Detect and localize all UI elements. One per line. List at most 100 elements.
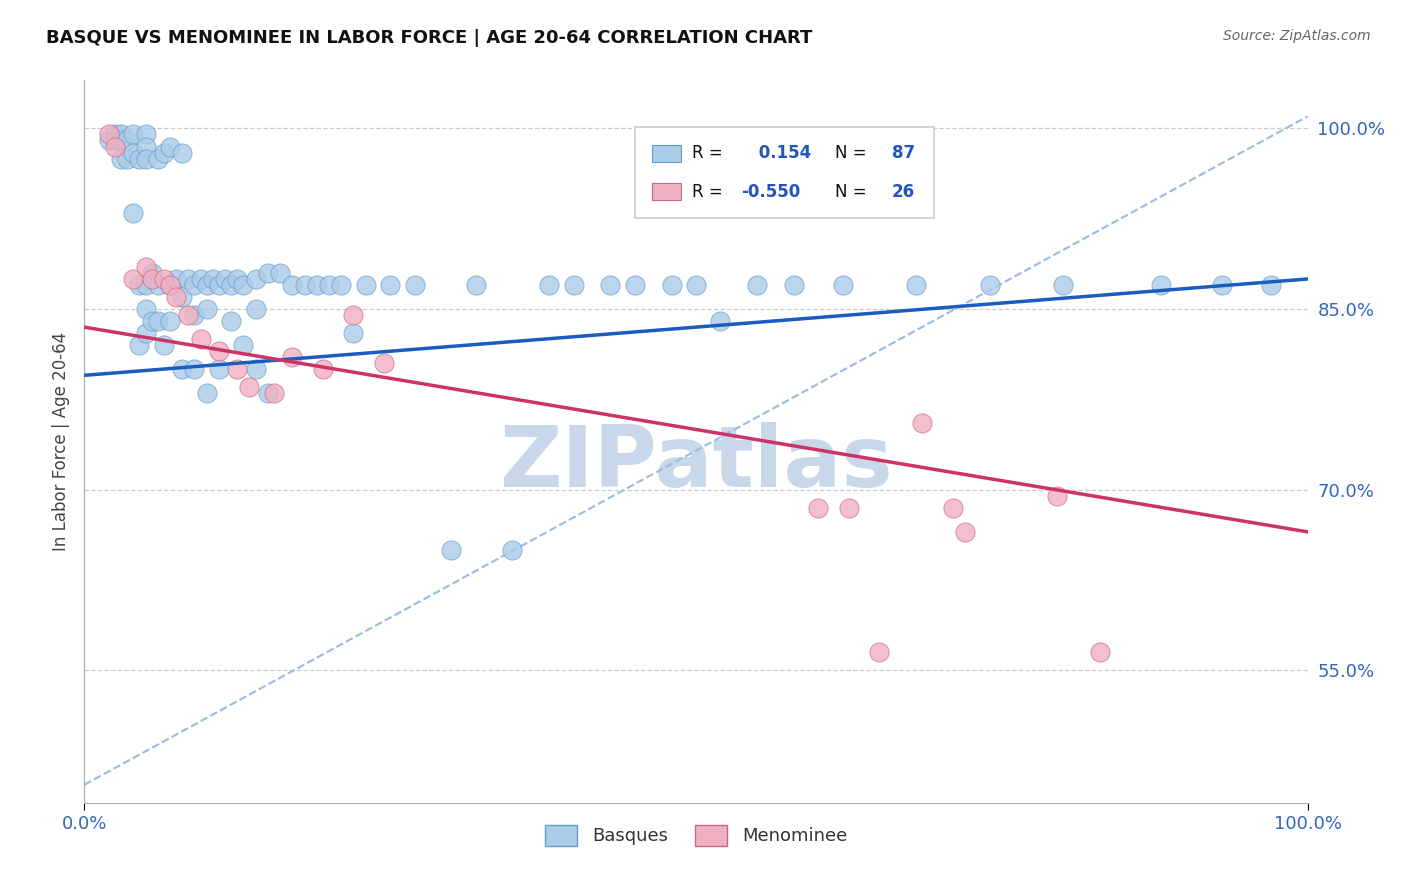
Point xyxy=(245,301,267,317)
Point xyxy=(747,278,769,293)
FancyBboxPatch shape xyxy=(636,128,935,218)
Point xyxy=(104,128,127,142)
Point xyxy=(263,386,285,401)
Point xyxy=(312,362,335,376)
Point xyxy=(110,152,132,166)
Point xyxy=(661,278,683,293)
Point xyxy=(1088,645,1111,659)
Point xyxy=(305,278,328,293)
Point xyxy=(219,314,242,328)
Point xyxy=(159,139,181,153)
Point xyxy=(141,314,163,328)
Point xyxy=(97,128,120,142)
Text: R =: R = xyxy=(692,145,723,162)
Point xyxy=(201,272,224,286)
Text: Source: ZipAtlas.com: Source: ZipAtlas.com xyxy=(1223,29,1371,44)
Point xyxy=(141,266,163,280)
Point xyxy=(373,356,395,370)
Point xyxy=(195,386,218,401)
Point xyxy=(257,266,280,280)
Point xyxy=(624,278,647,293)
Point xyxy=(115,152,138,166)
Point xyxy=(294,278,316,293)
Point xyxy=(153,272,176,286)
Text: BASQUE VS MENOMINEE IN LABOR FORCE | AGE 20-64 CORRELATION CHART: BASQUE VS MENOMINEE IN LABOR FORCE | AGE… xyxy=(46,29,813,47)
Point xyxy=(599,278,621,293)
Point xyxy=(146,278,169,293)
FancyBboxPatch shape xyxy=(652,183,682,200)
Text: ZIPatlas: ZIPatlas xyxy=(499,422,893,505)
Point xyxy=(135,260,157,274)
Point xyxy=(110,128,132,142)
Point xyxy=(269,266,291,280)
Point xyxy=(232,338,254,352)
Point xyxy=(122,145,145,160)
Point xyxy=(141,272,163,286)
Point xyxy=(165,290,187,304)
Point xyxy=(183,308,205,322)
Point xyxy=(257,386,280,401)
Point xyxy=(146,152,169,166)
Point xyxy=(190,272,212,286)
Point xyxy=(838,500,860,515)
Point xyxy=(709,314,731,328)
Point xyxy=(354,278,377,293)
Point xyxy=(183,278,205,293)
Point xyxy=(905,278,928,293)
Point xyxy=(208,362,231,376)
Point xyxy=(183,362,205,376)
Point xyxy=(281,350,304,364)
Point xyxy=(110,133,132,147)
Point xyxy=(146,314,169,328)
Point xyxy=(911,417,934,431)
Point xyxy=(245,362,267,376)
Text: -0.550: -0.550 xyxy=(741,183,800,201)
Text: N =: N = xyxy=(835,145,868,162)
Point xyxy=(195,301,218,317)
Text: 0.154: 0.154 xyxy=(754,145,811,162)
Point xyxy=(232,278,254,293)
Point xyxy=(1260,278,1282,293)
Point xyxy=(172,145,194,160)
Point xyxy=(128,152,150,166)
Point xyxy=(104,139,127,153)
Point xyxy=(685,278,707,293)
Point xyxy=(219,278,242,293)
Point xyxy=(159,314,181,328)
Y-axis label: In Labor Force | Age 20-64: In Labor Force | Age 20-64 xyxy=(52,332,70,551)
Point xyxy=(538,278,561,293)
Point xyxy=(869,645,891,659)
FancyBboxPatch shape xyxy=(652,145,682,162)
Point xyxy=(128,338,150,352)
Point xyxy=(122,272,145,286)
Text: 26: 26 xyxy=(891,183,915,201)
Point xyxy=(562,278,585,293)
Point xyxy=(153,145,176,160)
Point xyxy=(208,344,231,359)
Point xyxy=(226,362,249,376)
Point xyxy=(135,128,157,142)
Point xyxy=(942,500,965,515)
Point xyxy=(135,278,157,293)
Point xyxy=(97,133,120,147)
Point xyxy=(122,128,145,142)
Point xyxy=(159,278,181,293)
Point xyxy=(190,332,212,346)
Point xyxy=(172,362,194,376)
Point xyxy=(238,380,260,394)
Text: R =: R = xyxy=(692,183,723,201)
Point xyxy=(464,278,486,293)
Point xyxy=(214,272,236,286)
Point xyxy=(831,278,853,293)
Point xyxy=(1052,278,1074,293)
Point xyxy=(502,542,524,557)
Point xyxy=(953,524,976,539)
Point xyxy=(165,272,187,286)
Point xyxy=(135,326,157,341)
Point xyxy=(807,500,830,515)
Point xyxy=(226,272,249,286)
Point xyxy=(281,278,304,293)
Point xyxy=(245,272,267,286)
Point xyxy=(404,278,426,293)
Point xyxy=(783,278,806,293)
